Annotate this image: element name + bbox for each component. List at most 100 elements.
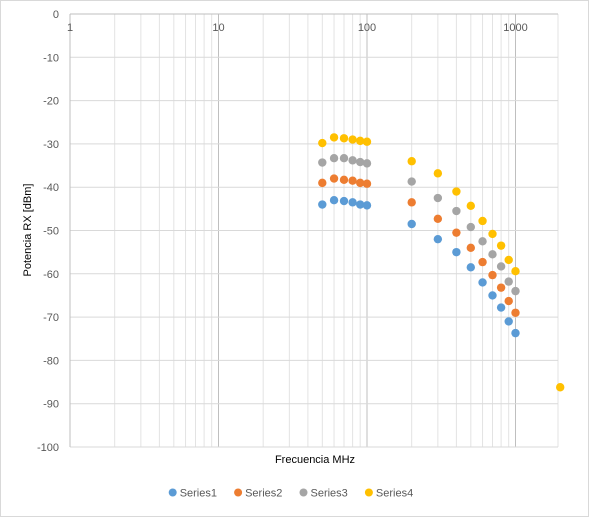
data-point: [356, 157, 365, 167]
legend-marker: [168, 488, 177, 497]
legend-marker: [234, 488, 243, 497]
legend: Series1 Series2 Series3 Series4: [168, 488, 413, 500]
data-point: [348, 198, 357, 207]
data-point: [452, 247, 461, 257]
data-point: [496, 303, 506, 312]
data-point: [407, 198, 416, 207]
y-tick-label: 0: [53, 9, 59, 21]
y-tick-label: -100: [37, 442, 59, 454]
data-point: [348, 135, 357, 144]
y-axis-title: Potencia RX [dBm]: [22, 184, 34, 277]
legend-marker: [364, 488, 373, 497]
data-points: [318, 133, 565, 392]
y-tick-label: -20: [43, 96, 59, 108]
data-point: [488, 250, 497, 259]
data-point: [504, 255, 513, 265]
data-point: [433, 169, 443, 178]
data-point: [362, 179, 372, 188]
data-point: [339, 175, 349, 185]
data-point: [362, 137, 372, 146]
y-tick-label: -60: [43, 269, 59, 281]
data-point: [339, 196, 349, 206]
data-point: [504, 296, 513, 306]
series-series3: [318, 153, 520, 296]
data-point: [496, 283, 506, 292]
data-point: [504, 277, 513, 286]
x-tick-label: 100: [358, 22, 376, 34]
data-point: [329, 195, 339, 205]
y-tick-label: -90: [43, 399, 59, 411]
x-tick-label: 1000: [503, 22, 527, 34]
data-point: [466, 222, 475, 232]
series-series1: [318, 195, 520, 338]
axes: [69, 13, 558, 447]
legend-entry: Series3: [299, 488, 348, 500]
legend-label: Series4: [376, 488, 413, 500]
x-tick-label: 1: [67, 22, 73, 34]
data-point: [433, 214, 443, 224]
legend-label: Series1: [180, 488, 217, 500]
data-point: [356, 136, 365, 146]
data-point: [318, 178, 327, 188]
series-series2: [318, 174, 520, 317]
data-point: [356, 178, 365, 188]
legend-marker: [299, 488, 308, 497]
x-axis-title: Frecuencia MHz: [275, 454, 355, 466]
series-series4: [318, 133, 565, 392]
data-point: [452, 206, 461, 216]
data-point: [488, 270, 497, 280]
tick-labels: 0 -10 -20 -30 -40 -50 -60 -70 -80 -90 -100 1 10 100 10…: [37, 9, 528, 454]
data-point: [488, 291, 497, 300]
data-point: [329, 153, 339, 163]
data-point: [362, 159, 372, 168]
data-point: [407, 157, 416, 166]
legend-entry: Series4: [364, 488, 413, 500]
data-point: [362, 201, 372, 210]
data-point: [348, 176, 357, 185]
data-point: [356, 200, 365, 209]
data-point: [318, 200, 327, 209]
data-point: [466, 263, 475, 272]
data-point: [339, 134, 349, 143]
data-point: [511, 308, 520, 317]
legend-label: Series3: [311, 488, 348, 500]
data-point: [504, 317, 513, 326]
x-tick-label: 10: [212, 22, 224, 34]
data-point: [348, 156, 357, 165]
data-point: [329, 174, 339, 183]
data-point: [466, 201, 475, 211]
data-point: [478, 237, 487, 246]
data-point: [433, 234, 443, 244]
data-point: [478, 278, 487, 287]
data-point: [407, 219, 416, 229]
data-point: [511, 267, 520, 276]
data-point: [511, 328, 520, 338]
data-point: [556, 383, 565, 392]
data-point: [339, 153, 349, 163]
y-tick-label: -40: [43, 182, 59, 194]
data-point: [466, 243, 475, 253]
legend-entry: Series1: [168, 488, 217, 500]
y-tick-label: -50: [43, 226, 59, 238]
data-point: [452, 187, 461, 196]
y-tick-label: -70: [43, 312, 59, 324]
data-point: [478, 257, 487, 267]
y-tick-label: -30: [43, 139, 59, 151]
data-point: [318, 158, 327, 167]
data-point: [496, 241, 506, 250]
gridlines: [69, 13, 559, 448]
data-point: [318, 138, 327, 148]
y-tick-label: -80: [43, 355, 59, 367]
legend-label: Series2: [245, 488, 282, 500]
data-point: [407, 177, 416, 186]
data-point: [433, 193, 443, 203]
data-point: [329, 133, 339, 142]
y-tick-label: -10: [43, 52, 59, 64]
data-point: [478, 216, 487, 226]
data-point: [496, 262, 506, 271]
legend-entry: Series2: [234, 488, 282, 500]
data-point: [488, 229, 497, 239]
data-point: [511, 286, 520, 296]
data-point: [452, 228, 461, 237]
